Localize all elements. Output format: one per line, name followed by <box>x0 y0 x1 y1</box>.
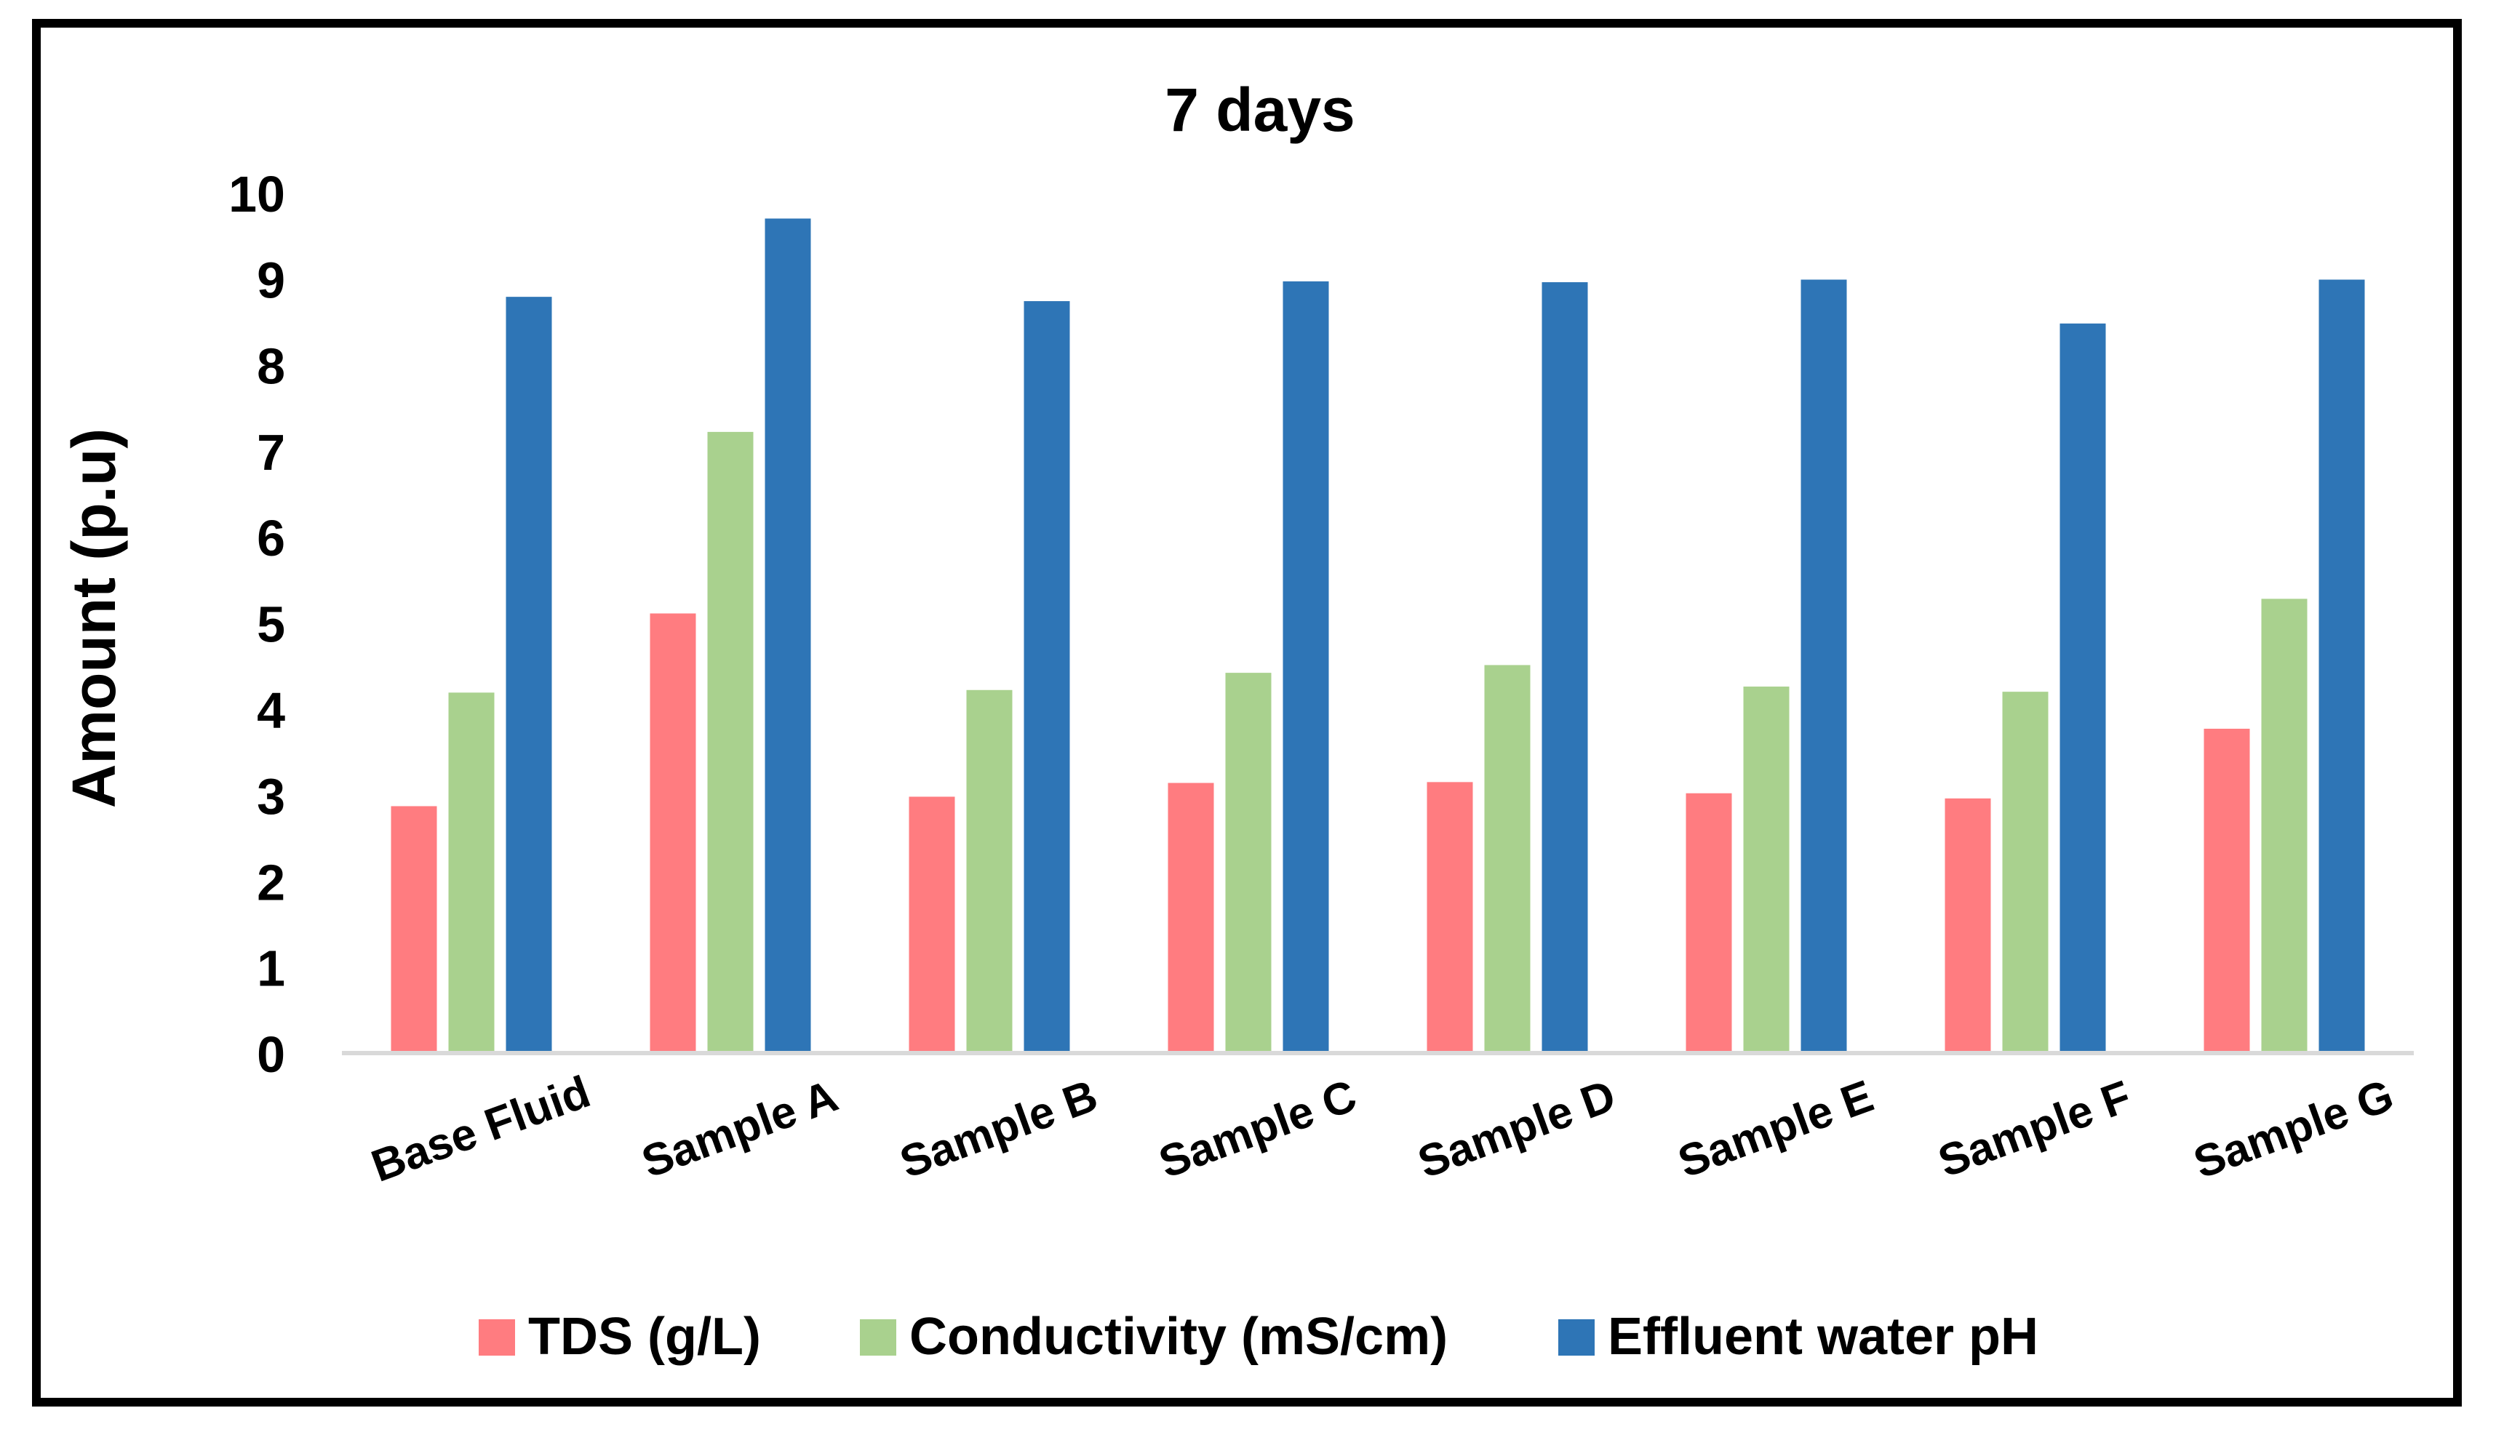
x-tick-label: Sample C <box>1152 1071 1363 1188</box>
bar-conductivity-sample-e <box>1743 687 1790 1053</box>
bar-effluent-sample-g <box>2318 279 2365 1053</box>
legend-swatch <box>479 1319 515 1356</box>
y-tick-label: 4 <box>257 682 285 739</box>
y-tick-label: 1 <box>257 940 285 997</box>
x-tick-label: Sample D <box>1411 1071 1622 1188</box>
bar-conductivity-sample-d <box>1484 665 1531 1053</box>
bar-effluent-sample-a <box>765 218 811 1053</box>
bar-tds-sample-b <box>909 796 955 1053</box>
bar-effluent-base-fluid <box>506 297 552 1053</box>
legend-label: Effluent water pH <box>1608 1308 2038 1366</box>
bars-group <box>391 218 2365 1054</box>
y-tick-label: 6 <box>257 510 285 567</box>
y-tick-label: 9 <box>257 252 285 308</box>
legend: TDS (g/L) Conductivity (mS/cm) Effluent wa… <box>479 1308 2038 1366</box>
bar-conductivity-sample-c <box>1225 673 1272 1053</box>
legend-label: Conductivity (mS/cm) <box>909 1308 1448 1366</box>
bar-tds-sample-d <box>1427 782 1473 1053</box>
legend-swatch <box>1558 1319 1595 1356</box>
y-tick-label: 0 <box>257 1026 285 1083</box>
bar-conductivity-sample-b <box>966 689 1013 1053</box>
y-tick-label: 2 <box>257 854 285 911</box>
bar-tds-sample-e <box>1686 793 1732 1053</box>
bar-tds-sample-a <box>650 613 696 1053</box>
chart-frame <box>32 19 2462 1407</box>
x-tick-label: Base Fluid <box>365 1067 597 1192</box>
x-tick-label: Sample A <box>636 1071 845 1188</box>
bar-effluent-sample-f <box>2060 323 2106 1053</box>
y-tick-label: 5 <box>257 596 285 653</box>
y-tick-label: 7 <box>257 424 285 481</box>
bar-conductivity-sample-g <box>2261 599 2308 1053</box>
bar-effluent-sample-b <box>1024 301 1070 1054</box>
x-tick-label: Sample B <box>893 1071 1104 1188</box>
bar-conductivity-base-fluid <box>448 692 495 1053</box>
x-tick-label: Sample E <box>1672 1071 1880 1188</box>
legend-swatch <box>860 1319 896 1356</box>
y-tick-label: 8 <box>257 338 285 395</box>
bar-effluent-sample-d <box>1542 282 1588 1054</box>
bar-conductivity-sample-a <box>707 431 754 1053</box>
bar-tds-sample-c <box>1168 783 1214 1053</box>
bar-tds-base-fluid <box>391 806 437 1053</box>
x-tick-label: Sample G <box>2188 1070 2400 1188</box>
y-tick-labels: 0 1 2 3 4 5 6 7 8 9 10 <box>228 166 285 1083</box>
chart-title: 7 days <box>1165 76 1355 144</box>
bar-effluent-sample-e <box>1801 279 1847 1053</box>
bar-tds-sample-g <box>2204 729 2250 1053</box>
x-tick-labels: Base Fluid Sample A Sample B Sample C Sample… <box>365 1067 2400 1192</box>
y-tick-label: 10 <box>228 166 285 223</box>
x-tick-label: Sample F <box>1932 1071 2138 1187</box>
y-axis-label: Amount (p.u) <box>60 428 128 809</box>
legend-label: TDS (g/L) <box>528 1308 761 1366</box>
bar-tds-sample-f <box>1945 798 1991 1053</box>
y-tick-label: 3 <box>257 768 285 825</box>
bar-conductivity-sample-f <box>2002 692 2049 1053</box>
bar-effluent-sample-c <box>1283 281 1329 1053</box>
